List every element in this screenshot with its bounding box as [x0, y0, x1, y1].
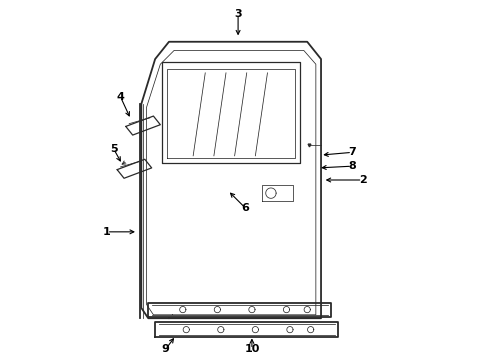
Text: 9: 9: [162, 345, 170, 354]
Text: 1: 1: [103, 227, 111, 237]
Text: 7: 7: [348, 147, 356, 157]
Text: 10: 10: [244, 345, 260, 354]
Text: 8: 8: [348, 161, 356, 171]
Text: 2: 2: [359, 175, 367, 185]
Text: 3: 3: [234, 9, 242, 19]
Text: 5: 5: [110, 144, 118, 154]
Text: 4: 4: [117, 92, 124, 102]
Text: 6: 6: [241, 203, 249, 213]
